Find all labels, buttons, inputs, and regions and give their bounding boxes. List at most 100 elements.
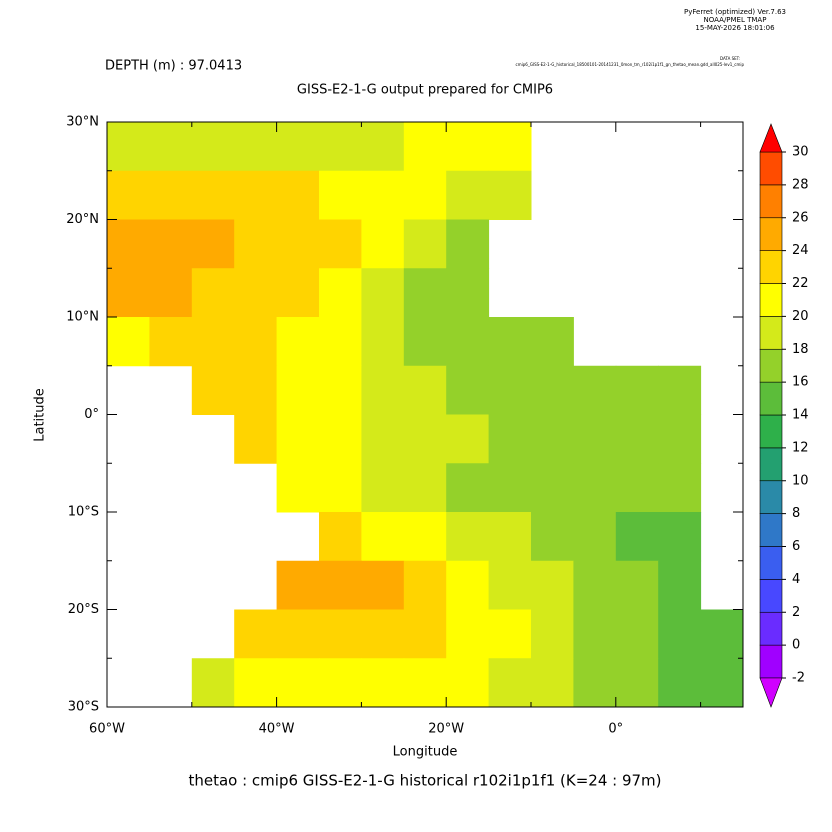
cell [531, 463, 574, 513]
cell [531, 365, 574, 415]
cell [488, 658, 532, 708]
header: DEPTH (m) : 97.0413 [105, 59, 242, 74]
cell [531, 414, 574, 464]
cell [488, 512, 532, 562]
cell [319, 219, 362, 269]
cell [361, 170, 405, 220]
cell [191, 268, 235, 318]
y-tick-label: 20°S [68, 602, 99, 617]
cell [615, 414, 659, 464]
cell [234, 365, 278, 415]
colorbar-band [759, 546, 783, 580]
cell [446, 122, 490, 172]
cell [361, 268, 405, 318]
cell [319, 463, 362, 513]
cell [149, 317, 193, 367]
chart-title: GISS-E2-1-G output prepared for CMIP6 [297, 83, 553, 98]
cell [658, 609, 702, 659]
cell [319, 414, 362, 464]
cell [276, 463, 320, 513]
colorbar-label: 6 [792, 539, 800, 554]
cell [276, 365, 320, 415]
colorbar-label: 30 [792, 145, 809, 160]
cell [658, 658, 702, 708]
dataset-label: DATA SET: [720, 56, 740, 61]
cell [319, 317, 362, 367]
cell [488, 170, 532, 220]
cell [403, 268, 447, 318]
cell [700, 658, 744, 708]
cell [276, 560, 320, 610]
cell [573, 560, 617, 610]
cell [658, 365, 702, 415]
cell [446, 317, 490, 367]
cell [403, 658, 447, 708]
colorbar-label: 24 [792, 243, 809, 258]
y-tick-label: 20°N [66, 212, 99, 227]
y-tick-label: 10°S [68, 505, 99, 520]
cell [149, 170, 193, 220]
cell [361, 219, 405, 269]
cell [446, 512, 490, 562]
cell [658, 560, 702, 610]
cell [319, 268, 362, 318]
colorbar-label: 16 [792, 375, 809, 390]
cell [446, 463, 490, 513]
y-tick-label: 0° [84, 407, 99, 422]
colorbar-band [759, 348, 783, 383]
cell [488, 463, 532, 513]
colorbar-label: 4 [792, 572, 800, 587]
cell [615, 365, 659, 415]
colorbar-band [759, 151, 783, 186]
footer: thetao : cmip6 GISS-E2-1-G historical r1… [188, 772, 661, 790]
cell [191, 658, 235, 708]
cell [319, 122, 362, 172]
colorbar-label: 28 [792, 177, 809, 192]
cell [446, 170, 490, 220]
colorbar-band [759, 414, 783, 449]
colorbar-label: 18 [792, 342, 809, 357]
cell [446, 658, 490, 708]
cell [319, 512, 362, 562]
cell [531, 658, 574, 708]
colorbar-band [759, 611, 783, 646]
cell [361, 609, 405, 659]
cell [403, 512, 447, 562]
colorbar-band [759, 250, 783, 284]
cell [361, 365, 405, 415]
cell [446, 268, 490, 318]
colorbar-label: 10 [792, 473, 809, 488]
cell [276, 219, 320, 269]
colorbar-label: 12 [792, 440, 809, 455]
cell [107, 219, 150, 269]
cell [191, 317, 235, 367]
colorbar-label: 20 [792, 309, 809, 324]
cell [446, 560, 490, 610]
colorbar-band [759, 447, 783, 482]
colorbar-band [759, 184, 783, 219]
cell [403, 609, 447, 659]
cell [234, 317, 278, 367]
cell [488, 609, 532, 659]
cell [403, 365, 447, 415]
cell [446, 219, 490, 269]
cell [361, 512, 405, 562]
cell [531, 560, 574, 610]
cell [531, 609, 574, 659]
cell [403, 317, 447, 367]
cell [361, 317, 405, 367]
colorbar-label: 26 [792, 210, 809, 225]
cell [361, 463, 405, 513]
cell [403, 414, 447, 464]
cell [149, 268, 193, 318]
cell [107, 268, 150, 318]
cell [234, 170, 278, 220]
credit: 15-MAY-2026 18:01:06 [695, 24, 775, 32]
cell [319, 560, 362, 610]
cell [573, 609, 617, 659]
cell [573, 414, 617, 464]
colorbar-band [759, 316, 783, 350]
colorbar-band [759, 513, 783, 547]
cell [531, 317, 574, 367]
